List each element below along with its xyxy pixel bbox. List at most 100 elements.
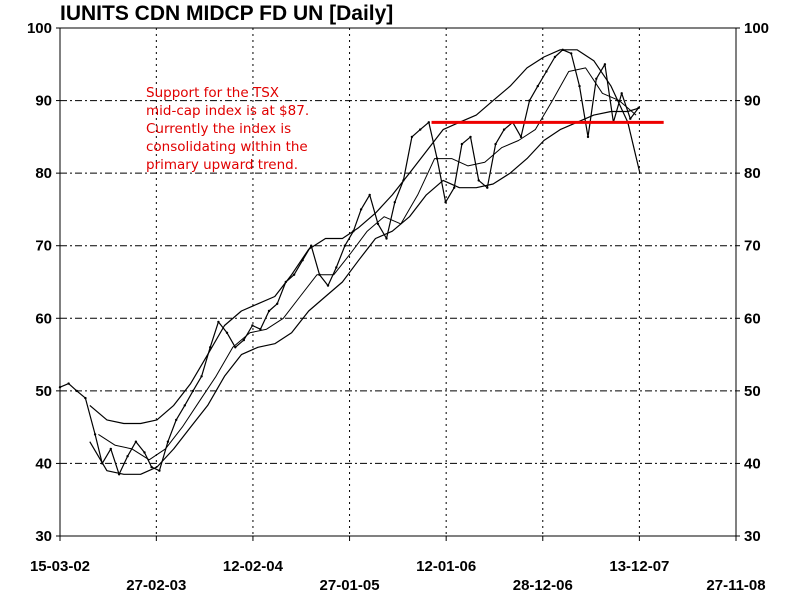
- y-tick-label: 60: [35, 310, 52, 327]
- price-point: [183, 404, 186, 407]
- price-point: [536, 84, 539, 88]
- price-point: [393, 201, 396, 204]
- price-point: [376, 222, 380, 226]
- price-point: [469, 135, 472, 139]
- price-point: [326, 284, 330, 287]
- price-point: [143, 451, 146, 454]
- price-point: [158, 469, 161, 472]
- price-point: [58, 386, 62, 389]
- price-point: [502, 128, 506, 131]
- price-point: [134, 440, 138, 443]
- price-point: [460, 142, 464, 146]
- price-point: [318, 273, 321, 276]
- y-axis-left: 30 40 50 60 70 80 90 100: [27, 20, 60, 545]
- price-point: [368, 193, 371, 197]
- y-tick-label: 60: [744, 310, 761, 327]
- x-tick-label: 12-02-04: [223, 558, 284, 575]
- price-point: [477, 179, 480, 182]
- price-point: [93, 433, 97, 436]
- grid-lines: [60, 28, 736, 536]
- price-point: [259, 328, 262, 331]
- price-point: [603, 63, 607, 66]
- price-point: [126, 455, 129, 458]
- price-point: [217, 320, 220, 324]
- y-tick-label: 80: [35, 165, 52, 182]
- x-tick-label: 15-03-02: [30, 558, 90, 575]
- price-point: [419, 128, 422, 131]
- price-point: [637, 106, 640, 110]
- x-tick-label: 13-12-07: [609, 558, 669, 575]
- y-tick-label: 100: [744, 20, 769, 37]
- price-point: [486, 186, 489, 189]
- price-point: [267, 309, 271, 313]
- price-point: [84, 396, 87, 400]
- price-point: [276, 302, 279, 305]
- annotation-text: Support for the TSX mid-cap index is at $…: [146, 85, 309, 173]
- price-point: [410, 135, 414, 139]
- x-tick-label: 28-12-06: [513, 577, 573, 594]
- y-tick-label: 40: [35, 455, 52, 472]
- price-point: [453, 186, 456, 189]
- price-point: [301, 259, 304, 262]
- price-point: [242, 338, 245, 342]
- price-point: [343, 244, 347, 247]
- price-point: [359, 208, 363, 211]
- y-tick-label: 80: [744, 165, 761, 182]
- y-tick-label: 30: [35, 528, 52, 545]
- price-point: [385, 237, 388, 240]
- price-point: [335, 266, 338, 269]
- annotation-line: primary upward trend.: [146, 157, 298, 173]
- price-point: [310, 244, 313, 247]
- y-tick-label: 90: [744, 93, 761, 110]
- envelope-upper-line: [89, 49, 641, 425]
- price-point: [200, 375, 203, 378]
- price-line: [59, 49, 640, 475]
- x-tick-label: 27-02-03: [126, 577, 186, 594]
- price-point: [251, 324, 254, 327]
- price-point: [191, 389, 195, 393]
- price-point: [209, 346, 212, 349]
- x-tick-label: 12-01-06: [416, 558, 476, 575]
- y-tick-label: 40: [744, 455, 761, 472]
- annotation-line: Support for the TSX: [146, 85, 279, 101]
- price-point: [150, 465, 153, 469]
- y-tick-label: 70: [35, 238, 52, 255]
- y-tick-label: 100: [27, 20, 52, 37]
- price-point: [519, 135, 523, 139]
- price-point: [545, 70, 548, 73]
- price-point: [561, 48, 564, 51]
- y-tick-label: 90: [35, 93, 52, 110]
- price-point: [402, 179, 405, 182]
- chart-title: IUNITS CDN MIDCP FD UN [Daily]: [60, 2, 393, 25]
- envelope-lower-line: [89, 107, 641, 475]
- annotation-line: consolidating within the: [146, 139, 308, 155]
- price-point: [284, 280, 287, 284]
- price-point: [225, 331, 229, 334]
- price-point: [292, 273, 296, 276]
- annotation-line: mid-cap index is at $87.: [146, 103, 309, 119]
- price-point: [553, 55, 557, 59]
- x-tick-label: 27-01-05: [320, 577, 380, 594]
- price-point: [234, 346, 237, 349]
- price-point: [444, 201, 447, 204]
- y-tick-label: 30: [744, 528, 761, 545]
- price-point: [494, 142, 497, 146]
- series-group: [58, 48, 641, 476]
- price-point: [101, 462, 104, 465]
- price-point: [528, 99, 531, 102]
- price-point: [109, 447, 113, 451]
- price-point: [586, 135, 590, 139]
- price-point: [117, 473, 121, 476]
- price-point: [578, 84, 581, 88]
- x-tick-label: 27-11-08: [706, 577, 765, 594]
- price-point: [620, 92, 623, 95]
- y-tick-label: 50: [35, 383, 52, 400]
- y-axis-right: 30 40 50 60 70 80 90 100: [736, 20, 769, 545]
- price-point: [67, 382, 70, 385]
- price-point: [75, 389, 79, 393]
- annotation-line: Currently the index is: [146, 121, 291, 137]
- price-point: [595, 77, 598, 81]
- price-point: [435, 157, 439, 160]
- price-point: [175, 418, 178, 422]
